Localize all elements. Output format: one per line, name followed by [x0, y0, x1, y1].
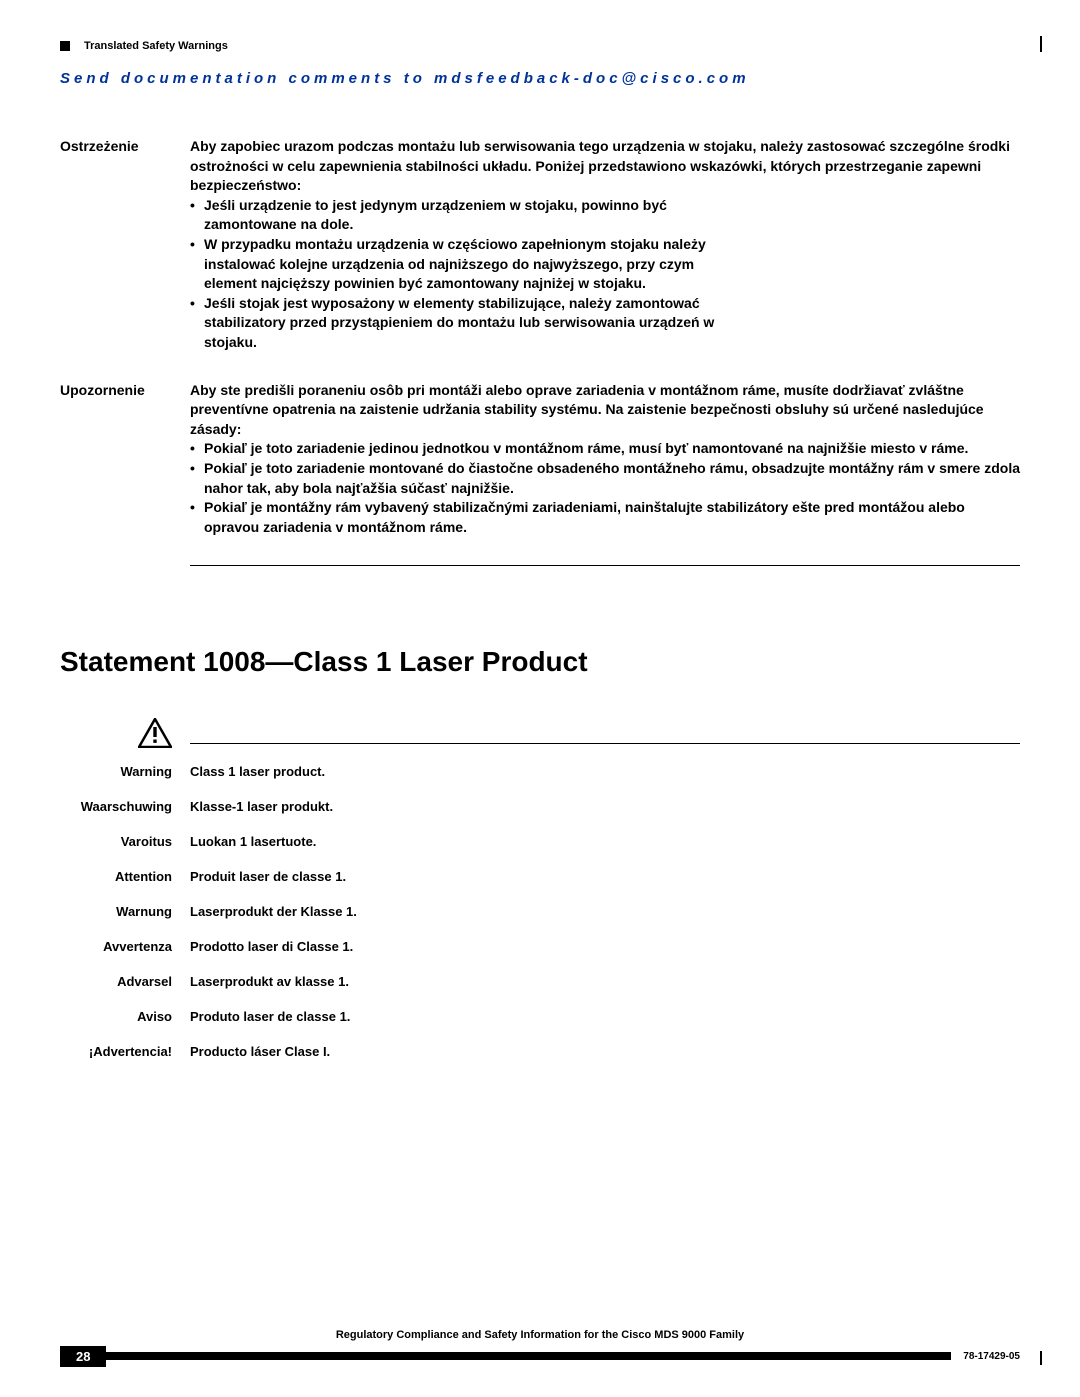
- warning-bullets: Jeśli urządzenie to jest jedynym urządze…: [190, 196, 750, 353]
- laser-row-text: Producto láser Clase I.: [190, 1044, 1020, 1059]
- warning-bullet-item: Pokiaľ je toto zariadenie jedinou jednot…: [190, 439, 1020, 459]
- laser-row-text: Klasse-1 laser produkt.: [190, 799, 1020, 814]
- icon-row-rule: [190, 743, 1020, 744]
- doc-number: 78-17429-05: [951, 1351, 1020, 1362]
- laser-row-label: Waarschuwing: [60, 799, 190, 814]
- laser-row: WarningClass 1 laser product.: [60, 764, 1020, 779]
- laser-row: AttentionProduit laser de classe 1.: [60, 869, 1020, 884]
- laser-row-text: Luokan 1 lasertuote.: [190, 834, 1020, 849]
- laser-row-text: Class 1 laser product.: [190, 764, 1020, 779]
- feedback-line: Send documentation comments to mdsfeedba…: [60, 70, 1020, 87]
- laser-row-label: Aviso: [60, 1009, 190, 1024]
- page-number: 28: [60, 1346, 106, 1367]
- laser-row: AvvertenzaProdotto laser di Classe 1.: [60, 939, 1020, 954]
- footer-rule: [106, 1352, 951, 1360]
- section-divider: [190, 565, 1020, 566]
- warnings-list: OstrzeżenieAby zapobiec urazom podczas m…: [60, 137, 1020, 537]
- warning-label: Upozornenie: [60, 381, 190, 538]
- running-header: Translated Safety Warnings: [60, 40, 1020, 52]
- footer-doc-title: Regulatory Compliance and Safety Informa…: [60, 1329, 1020, 1341]
- warning-block: OstrzeżenieAby zapobiec urazom podczas m…: [60, 137, 1020, 353]
- warning-bullet-item: Pokiaľ je montážny rám vybavený stabiliz…: [190, 498, 1020, 537]
- warning-bullet-item: Jeśli urządzenie to jest jedynym urządze…: [190, 196, 750, 235]
- warning-triangle-icon: [138, 718, 172, 748]
- section-title: Translated Safety Warnings: [84, 40, 228, 52]
- laser-row: AdvarselLaserprodukt av klasse 1.: [60, 974, 1020, 989]
- laser-row-label: Attention: [60, 869, 190, 884]
- document-page: Translated Safety Warnings Send document…: [0, 0, 1080, 1397]
- laser-row: WaarschuwingKlasse-1 laser produkt.: [60, 799, 1020, 814]
- warning-bullet-item: Pokiaľ je toto zariadenie montované do č…: [190, 459, 1020, 498]
- warning-intro: Aby ste predišli poraneniu osôb pri mont…: [190, 381, 1020, 440]
- laser-row-text: Laserprodukt av klasse 1.: [190, 974, 1020, 989]
- warning-bullets: Pokiaľ je toto zariadenie jedinou jednot…: [190, 439, 1020, 537]
- page-footer: Regulatory Compliance and Safety Informa…: [60, 1329, 1020, 1367]
- laser-row-label: Varoitus: [60, 834, 190, 849]
- warning-label: Ostrzeżenie: [60, 137, 190, 353]
- laser-row-text: Produto laser de classe 1.: [190, 1009, 1020, 1024]
- laser-row: VaroitusLuokan 1 lasertuote.: [60, 834, 1020, 849]
- warning-bullet-item: Jeśli stojak jest wyposażony w elementy …: [190, 294, 750, 353]
- warning-bullet-item: W przypadku montażu urządzenia w częścio…: [190, 235, 750, 294]
- laser-row: WarnungLaserprodukt der Klasse 1.: [60, 904, 1020, 919]
- statement-heading: Statement 1008—Class 1 Laser Product: [60, 646, 1020, 678]
- warning-content: Aby zapobiec urazom podczas montażu lub …: [190, 137, 1020, 353]
- laser-row-label: Advarsel: [60, 974, 190, 989]
- laser-row: AvisoProduto laser de classe 1.: [60, 1009, 1020, 1024]
- laser-row: ¡Advertencia!Producto láser Clase I.: [60, 1044, 1020, 1059]
- warning-intro: Aby zapobiec urazom podczas montażu lub …: [190, 137, 1020, 196]
- crop-mark: [1040, 1351, 1042, 1365]
- laser-row-label: Warning: [60, 764, 190, 779]
- laser-warning-table: WarningClass 1 laser product. Waarschuwin…: [60, 764, 1020, 1059]
- laser-row-text: Produit laser de classe 1.: [190, 869, 1020, 884]
- warning-icon-row: [60, 718, 1020, 748]
- laser-row-label: Warnung: [60, 904, 190, 919]
- laser-row-label: Avvertenza: [60, 939, 190, 954]
- laser-row-text: Laserprodukt der Klasse 1.: [190, 904, 1020, 919]
- warning-content: Aby ste predišli poraneniu osôb pri mont…: [190, 381, 1020, 538]
- laser-row-text: Prodotto laser di Classe 1.: [190, 939, 1020, 954]
- footer-bar: 28 78-17429-05: [60, 1345, 1020, 1367]
- crop-mark: [1040, 36, 1042, 52]
- laser-row-label: ¡Advertencia!: [60, 1044, 190, 1059]
- warning-block: UpozornenieAby ste predišli poraneniu os…: [60, 381, 1020, 538]
- header-bullet-icon: [60, 41, 70, 51]
